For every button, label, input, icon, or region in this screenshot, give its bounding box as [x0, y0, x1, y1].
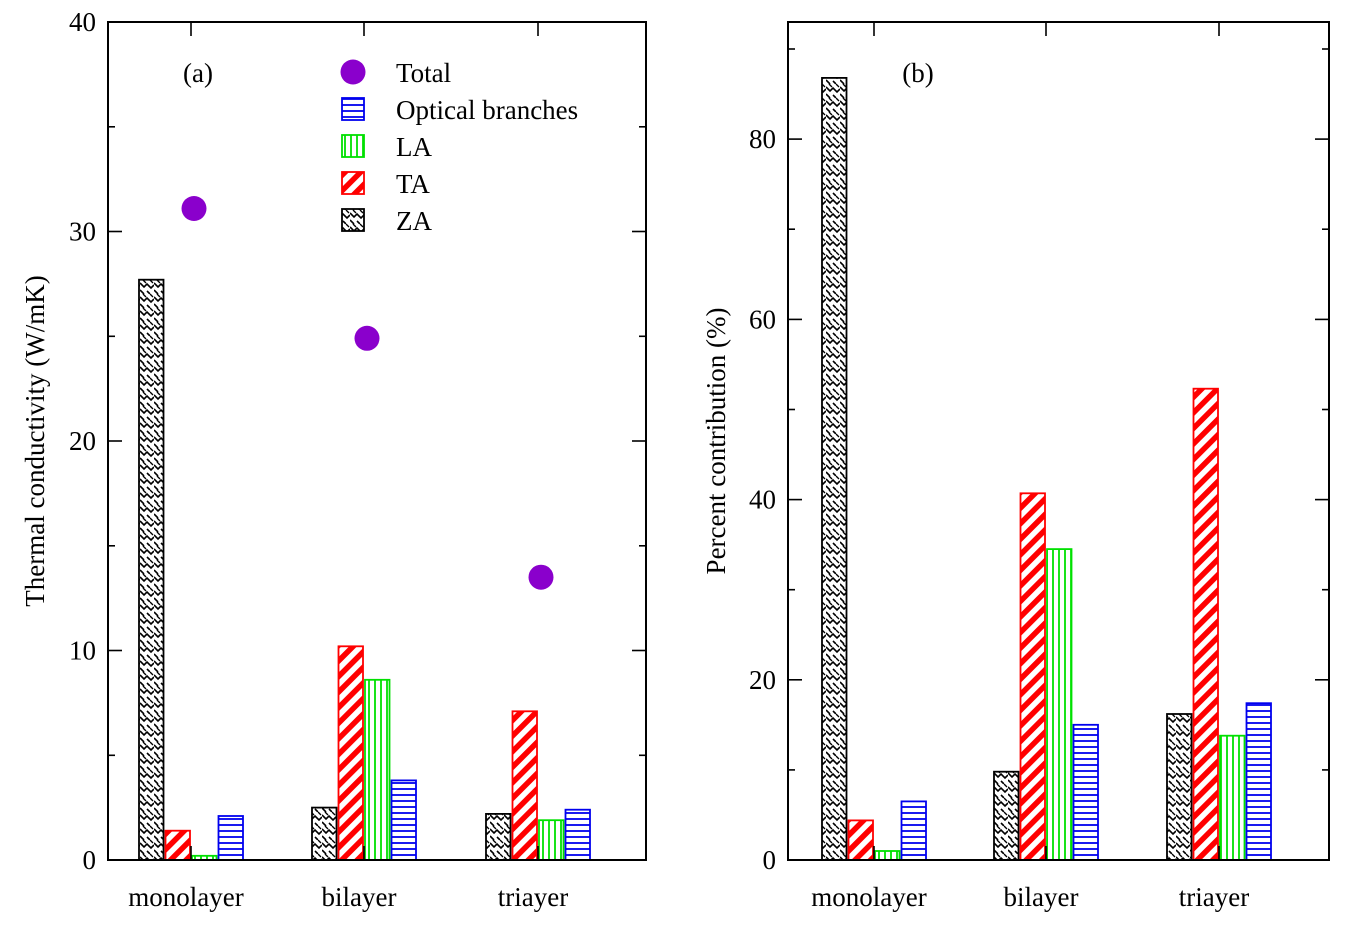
- legend-label-optical: Optical branches: [396, 95, 578, 125]
- ytick-label: 40: [749, 485, 776, 515]
- panel-b: 0 20 40 60 80 monolayer bilayer triayer (b) Per…: [701, 21, 1330, 912]
- bar-za-bilayer: [993, 770, 1020, 861]
- panel-a-bars: [138, 278, 591, 861]
- bar-za-triayer: [1166, 713, 1193, 861]
- panel-a-legend: Total Optical branches LA TA ZA: [340, 58, 578, 236]
- panel-a: 0 10 20 30 40 monolayer bilayer triayer (a) The…: [20, 7, 647, 912]
- total-point-monolayer: [181, 196, 207, 221]
- bar-la-triayer: [1219, 734, 1246, 861]
- bar-za-triayer: [485, 813, 512, 861]
- bar-za-bilayer: [311, 806, 338, 861]
- bar-ta-bilayer: [337, 645, 364, 861]
- total-point-triayer: [528, 564, 554, 590]
- ytick-label: 40: [69, 7, 96, 37]
- bar-optical-monolayer: [217, 815, 244, 861]
- legend-symbol-optical: [341, 97, 365, 121]
- panel-a-label: (a): [183, 58, 213, 88]
- bar-la-bilayer: [1046, 548, 1073, 861]
- legend-label-total: Total: [396, 58, 451, 88]
- bar-ta-monolayer: [847, 819, 874, 861]
- ytick-label: 30: [69, 217, 96, 247]
- bar-ta-bilayer: [1019, 492, 1046, 861]
- bar-la-bilayer: [364, 678, 391, 861]
- panel-a-total-points: [181, 196, 554, 590]
- legend-symbol-total: [340, 59, 366, 85]
- legend-symbol-za: [341, 208, 365, 232]
- bar-optical-monolayer: [900, 800, 927, 861]
- bar-za-monolayer: [138, 278, 165, 861]
- bar-optical-bilayer: [390, 779, 417, 861]
- panel-b-ylabel: Percent contribution (%): [701, 308, 731, 575]
- panel-a-ylabel: Thermal conductivity (W/mK): [20, 275, 50, 606]
- bar-ta-monolayer: [164, 829, 191, 861]
- bar-ta-triayer: [511, 710, 538, 861]
- xtick-label-monolayer: monolayer: [811, 882, 926, 912]
- ytick-label: 20: [749, 665, 776, 695]
- total-point-bilayer: [354, 325, 380, 351]
- bar-optical-triayer: [1245, 702, 1272, 861]
- panel-b-bars: [821, 77, 1272, 861]
- ytick-label: 0: [83, 845, 97, 875]
- ytick-label: 20: [69, 426, 96, 456]
- legend-symbol-la: [341, 134, 365, 158]
- xtick-label-triayer: triayer: [1179, 882, 1249, 912]
- panel-b-label: (b): [902, 58, 933, 88]
- bar-la-triayer: [538, 819, 565, 861]
- xtick-label-monolayer: monolayer: [128, 882, 243, 912]
- ytick-label: 80: [749, 124, 776, 154]
- xtick-label-triayer: triayer: [498, 882, 568, 912]
- panel-b-frame: [787, 21, 1330, 861]
- bar-za-monolayer: [821, 77, 848, 861]
- panel-b-ticks: 0 20 40 60 80 monolayer bilayer triayer: [749, 22, 1329, 912]
- ytick-label: 60: [749, 304, 776, 334]
- legend-label-za: ZA: [396, 206, 432, 236]
- xtick-label-bilayer: bilayer: [322, 882, 397, 912]
- ytick-label: 10: [69, 636, 96, 666]
- bar-la-monolayer: [874, 850, 901, 861]
- ytick-label: 0: [763, 845, 777, 875]
- bar-ta-triayer: [1192, 387, 1219, 861]
- bar-optical-bilayer: [1072, 723, 1099, 861]
- xtick-label-bilayer: bilayer: [1004, 882, 1079, 912]
- bar-optical-triayer: [564, 808, 591, 861]
- legend-symbol-ta: [341, 171, 365, 195]
- legend-label-la: LA: [396, 132, 432, 162]
- legend-label-ta: TA: [396, 169, 430, 199]
- panel-a-ticks: 0 10 20 30 40 monolayer bilayer triayer: [69, 7, 646, 912]
